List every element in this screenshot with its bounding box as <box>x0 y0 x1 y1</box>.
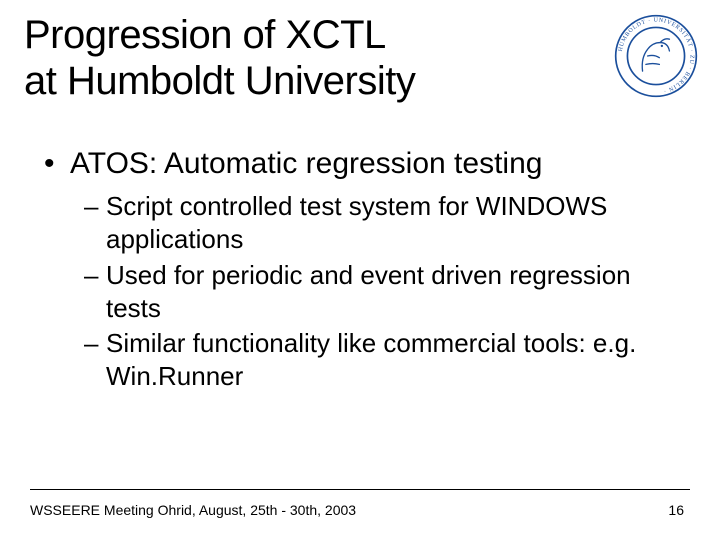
sub-bullet-marker: – <box>84 190 106 223</box>
sub-bullet-item: – Similar functionality like commercial … <box>84 327 664 394</box>
sub-bullet-item: – Used for periodic and event driven reg… <box>84 259 664 326</box>
slide: Progression of XCTL at Humboldt Universi… <box>0 0 720 540</box>
footer-text: WSSEERE Meeting Ohrid, August, 25th - 30… <box>30 502 356 518</box>
page-number: 16 <box>668 502 684 518</box>
bullet-text: ATOS: Automatic regression testing <box>70 146 542 182</box>
university-seal-icon: HUMBOLDT · UNIVERSITÄT · ZU · BERLIN · <box>614 14 698 98</box>
sub-bullet-text: Script controlled test system for WINDOW… <box>106 190 646 257</box>
footer-divider <box>30 489 690 490</box>
sub-bullet-list: – Script controlled test system for WIND… <box>84 190 664 394</box>
sub-bullet-marker: – <box>84 327 106 360</box>
body-content: • ATOS: Automatic regression testing – S… <box>44 146 664 396</box>
bullet-marker: • <box>44 146 70 182</box>
title-line-2: at Humboldt University <box>24 58 584 104</box>
bullet-item: • ATOS: Automatic regression testing <box>44 146 664 182</box>
sub-bullet-item: – Script controlled test system for WIND… <box>84 190 664 257</box>
sub-bullet-text: Used for periodic and event driven regre… <box>106 259 646 326</box>
title-line-1: Progression of XCTL <box>24 12 584 58</box>
sub-bullet-marker: – <box>84 259 106 292</box>
slide-title: Progression of XCTL at Humboldt Universi… <box>24 12 584 104</box>
sub-bullet-text: Similar functionality like commercial to… <box>106 327 646 394</box>
